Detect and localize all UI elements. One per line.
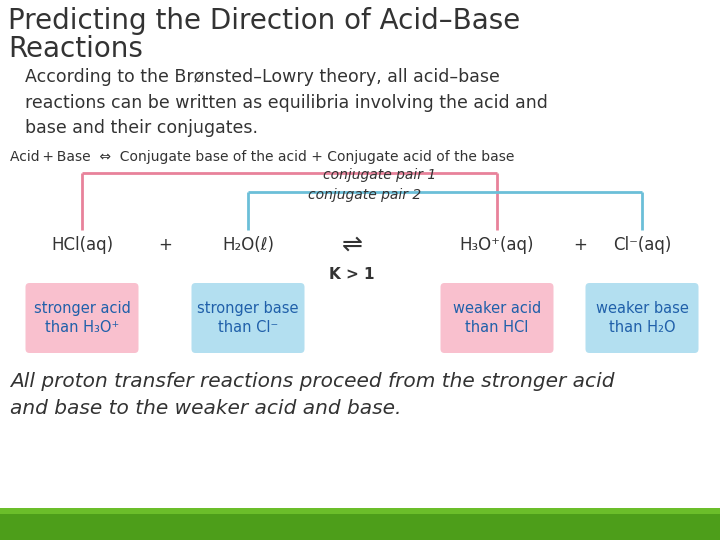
Text: Cl⁻(aq): Cl⁻(aq): [613, 236, 671, 254]
Text: ⇌: ⇌: [341, 233, 362, 257]
Text: weaker base
than H₂O: weaker base than H₂O: [595, 301, 688, 335]
Text: H₃O⁺(aq): H₃O⁺(aq): [460, 236, 534, 254]
FancyBboxPatch shape: [25, 283, 138, 353]
FancyBboxPatch shape: [192, 283, 305, 353]
Text: stronger acid
than H₃O⁺: stronger acid than H₃O⁺: [34, 301, 130, 335]
Text: HCl(aq): HCl(aq): [51, 236, 113, 254]
FancyBboxPatch shape: [441, 283, 554, 353]
Text: conjugate pair 1: conjugate pair 1: [323, 168, 436, 182]
Text: H₂O(ℓ): H₂O(ℓ): [222, 236, 274, 254]
Text: weaker acid
than HCl: weaker acid than HCl: [453, 301, 541, 335]
Bar: [0, 508, 720, 514]
Text: According to the Brønsted–Lowry theory, all acid–base
reactions can be written a: According to the Brønsted–Lowry theory, …: [25, 68, 548, 137]
Text: conjugate pair 2: conjugate pair 2: [308, 188, 422, 202]
Text: +: +: [158, 236, 172, 254]
Text: Predicting the Direction of Acid–Base: Predicting the Direction of Acid–Base: [8, 7, 521, 35]
FancyBboxPatch shape: [585, 283, 698, 353]
Text: Acid + Base  ⇔  Conjugate base of the acid + Conjugate acid of the base: Acid + Base ⇔ Conjugate base of the acid…: [10, 150, 514, 164]
Text: stronger base
than Cl⁻: stronger base than Cl⁻: [197, 301, 299, 335]
Text: Reactions: Reactions: [8, 35, 143, 63]
Text: All proton transfer reactions proceed from the stronger acid
and base to the wea: All proton transfer reactions proceed fr…: [10, 372, 614, 418]
Text: K > 1: K > 1: [329, 267, 374, 282]
Bar: [0, 510, 720, 540]
Text: +: +: [573, 236, 587, 254]
